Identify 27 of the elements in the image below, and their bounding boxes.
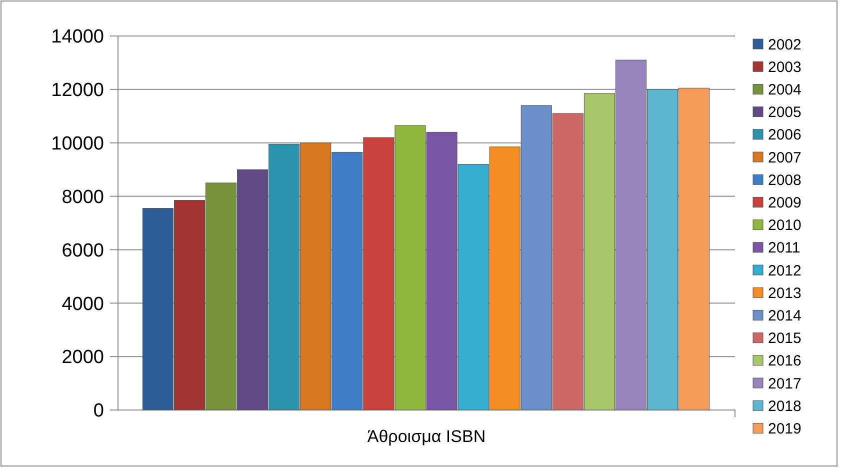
legend-label: 2017 bbox=[768, 375, 802, 392]
legend-label: 2018 bbox=[768, 398, 802, 415]
legend-label: 2007 bbox=[768, 149, 802, 166]
legend-label: 2013 bbox=[768, 284, 802, 302]
legend-label: 2009 bbox=[768, 194, 802, 212]
legend-label: 2006 bbox=[768, 126, 802, 144]
y-tick-label: 4000 bbox=[62, 294, 104, 315]
legend-label: 2011 bbox=[768, 240, 800, 257]
legend-label: 2004 bbox=[768, 81, 802, 98]
legend-label: 2010 bbox=[768, 217, 802, 234]
legend-label: 2016 bbox=[768, 352, 802, 370]
y-tick-label: 2000 bbox=[62, 347, 104, 368]
legend-label: 2002 bbox=[768, 36, 802, 54]
y-tick-label: 0 bbox=[93, 400, 104, 422]
legend-label: 2005 bbox=[768, 104, 802, 122]
y-tick-label: 12000 bbox=[51, 80, 104, 102]
x-tick-label: Άθροισμα ISBN bbox=[367, 427, 486, 446]
legend-label: 2019 bbox=[768, 420, 802, 438]
legend-label: 2003 bbox=[768, 58, 802, 76]
legend-label: 2012 bbox=[768, 262, 802, 280]
y-tick-label: 10000 bbox=[51, 134, 104, 155]
y-tick-label: 14000 bbox=[51, 26, 104, 48]
y-tick-label: 6000 bbox=[62, 240, 104, 262]
y-tick-label: 8000 bbox=[62, 186, 104, 208]
legend-label: 2014 bbox=[768, 307, 802, 324]
legend-label: 2015 bbox=[768, 330, 802, 348]
legend-label: 2008 bbox=[768, 172, 802, 189]
